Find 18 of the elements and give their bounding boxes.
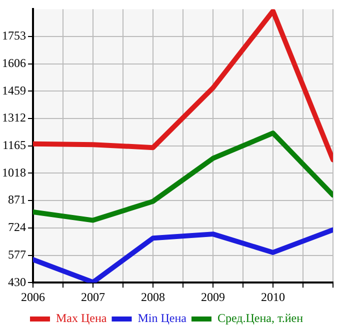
y-tick-label: 1018 xyxy=(2,165,26,180)
legend-label: Сред.Цена, т.йен xyxy=(217,311,304,326)
legend-label: Max Цена xyxy=(56,311,108,326)
x-tick-label: 2006 xyxy=(21,290,45,304)
x-tick-label: 2009 xyxy=(201,290,225,304)
y-tick-label: 1753 xyxy=(2,28,26,43)
x-tick-label: 2008 xyxy=(141,290,165,304)
x-tick-label: 2007 xyxy=(81,290,105,304)
x-tick-label: 2010 xyxy=(261,290,285,304)
y-tick-label: 1165 xyxy=(2,138,26,152)
y-tick-label: 1312 xyxy=(2,110,26,125)
legend-label: Min Цена xyxy=(138,311,188,326)
y-tick-label: 430 xyxy=(8,274,26,289)
y-tick-label: 577 xyxy=(8,247,26,262)
y-tick-label: 724 xyxy=(8,220,26,234)
y-tick-label: 1459 xyxy=(2,83,26,98)
y-tick-label: 871 xyxy=(8,192,26,207)
y-tick-label: 1606 xyxy=(2,56,26,70)
